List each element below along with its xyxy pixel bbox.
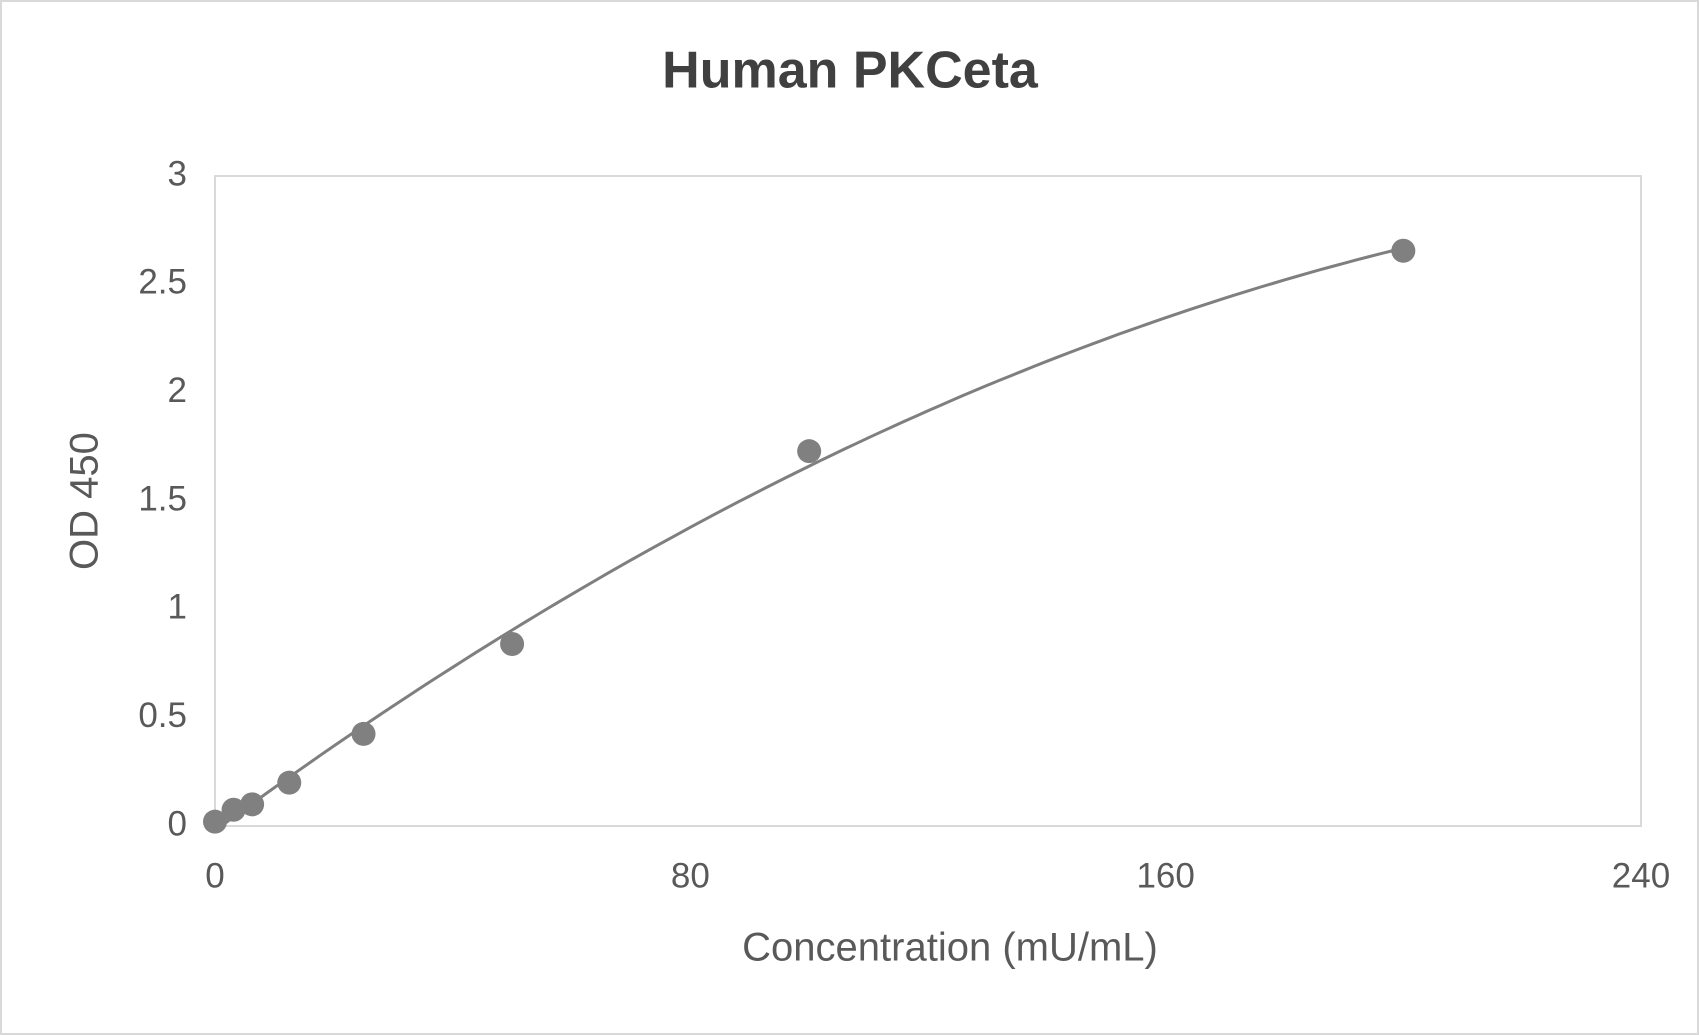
- y-tick-label: 2.5: [138, 263, 187, 302]
- plot-area: [214, 175, 1642, 827]
- y-axis-label: OD 450: [63, 432, 107, 570]
- data-point: [203, 809, 227, 834]
- chart-title: Human PKCeta: [662, 42, 1039, 100]
- data-point: [797, 439, 822, 464]
- y-tick-label: 1: [168, 588, 187, 627]
- data-point: [500, 632, 525, 656]
- data-point: [1391, 238, 1416, 263]
- y-tick-label: 2: [168, 371, 187, 410]
- y-tick-label: 1.5: [138, 479, 187, 518]
- x-tick-label: 80: [671, 856, 710, 895]
- y-tick-label: 0: [168, 804, 187, 843]
- data-point: [221, 797, 246, 822]
- trend-line: [214, 246, 1404, 832]
- y-tick-label: 0.5: [138, 696, 187, 735]
- x-tick-label: 240: [1612, 856, 1670, 895]
- y-tick-label: 3: [168, 154, 187, 193]
- data-point: [240, 792, 265, 817]
- data-point: [277, 770, 302, 795]
- data-point: [351, 721, 376, 746]
- x-tick-label: 160: [1136, 856, 1194, 895]
- x-axis-label: Concentration (mU/mL): [742, 926, 1158, 970]
- x-tick-label: 0: [205, 856, 224, 895]
